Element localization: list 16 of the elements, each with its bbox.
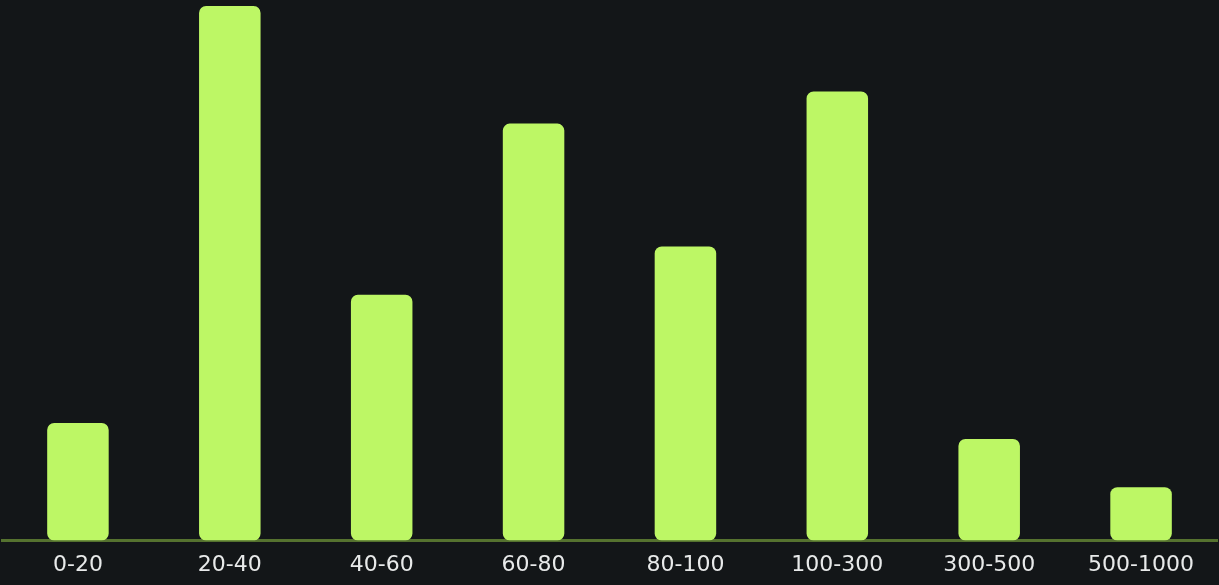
x-tick-label: 40-60 [349,550,414,576]
x-tick-label: 0-20 [52,550,103,576]
bar [199,6,261,541]
x-tick-label: 300-500 [943,550,1036,576]
bar [806,91,869,541]
bar [502,123,565,541]
bar [350,294,413,541]
x-tick-label: 60-80 [501,550,566,576]
x-tick-label: 20-40 [197,550,262,576]
bar [47,422,109,541]
bar [958,439,1020,541]
bar [654,246,717,541]
x-tick-label: 100-300 [791,550,884,576]
bar [1110,487,1172,541]
x-tick-label: 80-100 [646,550,725,576]
x-tick-label: 500-1000 [1088,550,1195,576]
